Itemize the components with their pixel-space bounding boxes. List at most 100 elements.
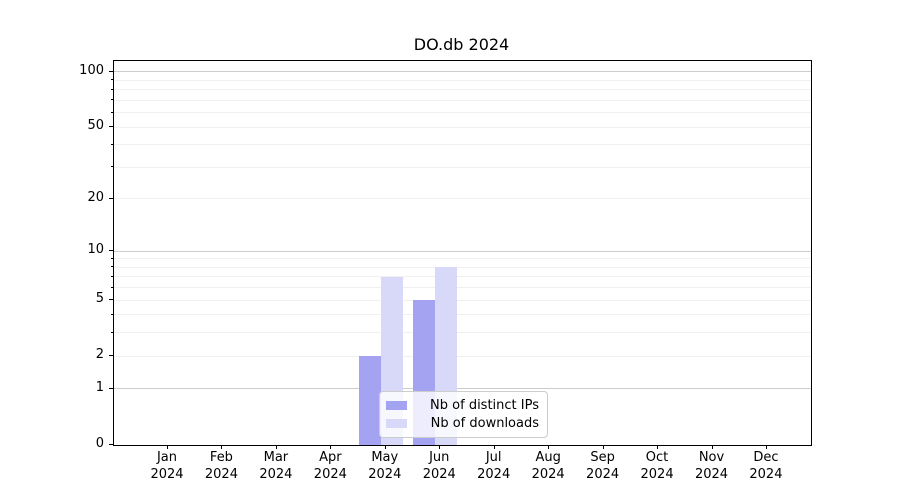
minor-gridline [114,112,811,114]
y-minor-tick-mark [111,111,113,113]
chart-title: DO.db 2024 [413,35,510,54]
minor-gridline [114,266,811,268]
minor-gridline [114,355,811,357]
x-tick-month: Jul [485,450,502,465]
x-tick-month: Jun [429,450,450,465]
minor-gridline [114,299,811,301]
y-tick-label: 5 [95,291,104,307]
y-tick-mark [109,444,113,445]
y-tick-label: 2 [95,347,104,363]
x-tick-mark [548,445,550,449]
y-tick-mark [109,126,113,128]
y-minor-tick-mark [111,266,113,268]
x-tick-year: 2024 [313,467,347,482]
x-tick-year: 2024 [368,467,402,482]
bars-layer [114,61,811,445]
y-minor-tick-mark [111,331,113,333]
x-tick-mark [439,445,441,449]
x-tick-label: Sep 2024 [571,449,635,483]
minor-gridline [114,314,811,316]
minor-gridline [114,276,811,278]
legend: Nb of distinct IPs Nb of downloads [379,391,548,438]
minor-gridline [114,332,811,334]
x-tick-month: Mar [263,450,289,465]
y-minor-tick-mark [111,143,113,145]
x-tick-mark [221,445,223,449]
y-tick-mark [109,70,113,72]
y-tick-label: 50 [87,118,104,134]
bar [358,356,381,445]
x-tick-year: 2024 [586,467,620,482]
y-minor-tick-mark [111,99,113,101]
gridlines-layer [114,61,811,445]
y-tick-mark [109,299,113,301]
x-tick-mark [657,445,659,449]
x-tick-month: May [371,450,399,465]
x-tick-year: 2024 [259,467,293,482]
x-tick-month: Aug [535,450,561,465]
y-minor-tick-mark [111,313,113,315]
x-tick-label: Oct 2024 [625,449,689,483]
minor-gridline [114,79,811,81]
major-gridline [114,388,811,390]
y-minor-tick-mark [111,275,113,277]
y-minor-tick-mark [111,79,113,81]
major-gridline [114,250,811,252]
minor-gridline [114,144,811,146]
x-tick-year: 2024 [422,467,456,482]
x-tick-year: 2024 [531,467,565,482]
x-tick-month: Oct [645,450,669,465]
y-minor-tick-mark [111,257,113,259]
x-tick-year: 2024 [640,467,674,482]
x-tick-label: Dec 2024 [734,449,798,483]
x-tick-mark [602,445,604,449]
x-tick-label: Nov 2024 [680,449,744,483]
y-minor-tick-mark [111,286,113,288]
y-tick-label: 10 [87,242,104,258]
y-tick-mark [109,250,113,252]
x-tick-mark [330,445,332,449]
legend-row: Nb of distinct IPs [386,398,539,413]
y-tick-label: 0 [95,436,104,451]
x-tick-label: Apr 2024 [298,449,362,483]
x-tick-label: Feb 2024 [189,449,253,483]
y-tick-label: 1 [95,379,104,395]
x-tick-mark [384,445,386,449]
legend-row: Nb of downloads [386,416,539,431]
x-tick-mark [275,445,277,449]
y-tick-mark [109,355,113,357]
x-tick-year: 2024 [150,467,184,482]
x-tick-month: Jan [156,450,178,465]
minor-gridline [114,287,811,289]
minor-gridline [114,126,811,128]
legend-swatch-downloads [386,419,407,428]
minor-gridline [114,89,811,91]
minor-gridline [114,166,811,168]
x-tick-label: Jan 2024 [135,449,199,483]
major-gridline [114,71,811,73]
x-tick-label: Jun 2024 [407,449,471,483]
x-tick-year: 2024 [694,467,729,482]
x-tick-month: Feb [209,450,233,465]
x-tick-month: Sep [590,450,615,465]
y-minor-tick-mark [111,88,113,90]
legend-label-downloads: Nb of downloads [430,416,539,431]
x-tick-label: May 2024 [353,449,417,483]
x-tick-month: Nov [698,450,725,465]
minor-gridline [114,258,811,260]
x-tick-mark [167,445,168,449]
x-tick-year: 2024 [749,467,783,482]
x-tick-mark [711,445,713,449]
x-tick-mark [493,445,495,449]
minor-gridline [114,198,811,200]
x-tick-month: Apr [319,450,342,465]
y-tick-mark [109,197,113,199]
x-tick-mark [765,445,767,449]
plot-area [113,60,812,446]
y-minor-tick-mark [111,166,113,168]
legend-label-distinct-ips: Nb of distinct IPs [430,398,539,413]
x-tick-month: Dec [753,450,779,465]
x-tick-label: Jul 2024 [462,449,526,483]
y-tick-mark [109,387,113,389]
x-tick-year: 2024 [477,467,511,482]
